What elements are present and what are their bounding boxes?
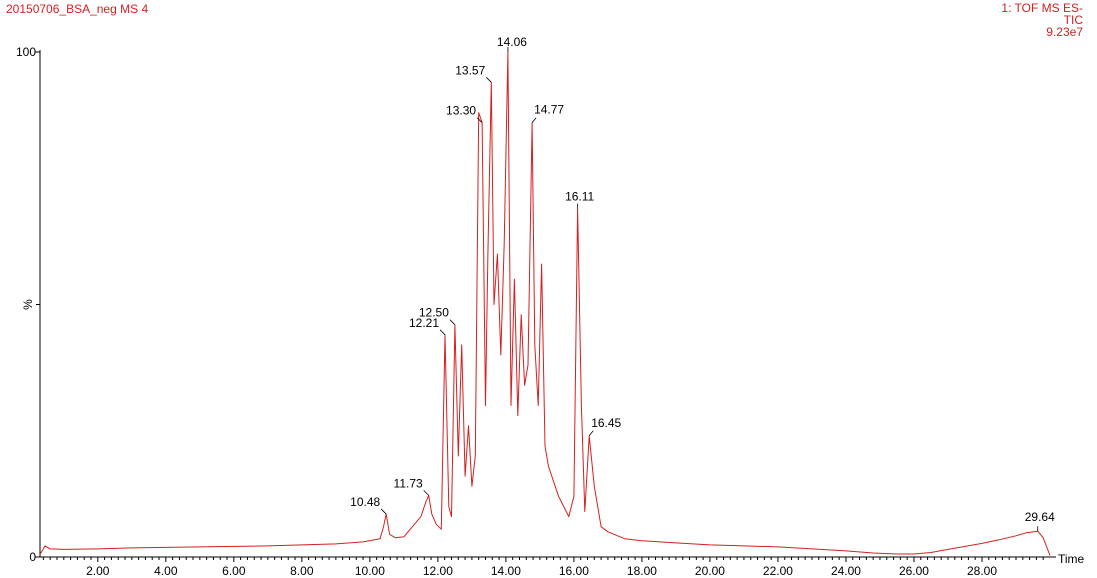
peak-leader-line xyxy=(439,329,446,336)
x-tick-label: 24.00 xyxy=(831,564,861,578)
intensity-scale: 9.23e7 xyxy=(1046,25,1083,39)
x-tick-label: 12.00 xyxy=(423,564,453,578)
x-tick-label: 26.00 xyxy=(899,564,929,578)
peak-label: 29.64 xyxy=(1025,510,1055,524)
y-tick-label: 0 xyxy=(29,550,36,564)
scan-function: 1: TOF MS ES- xyxy=(1001,1,1083,15)
x-tick-label: 18.00 xyxy=(627,564,657,578)
y-tick-label: 100 xyxy=(16,45,36,59)
x-tick-label: 10.00 xyxy=(355,564,385,578)
scan-type: TIC xyxy=(1063,13,1083,27)
x-tick-label: 2.00 xyxy=(86,564,110,578)
peak-leader-line xyxy=(531,117,537,123)
x-tick-label: 28.00 xyxy=(967,564,997,578)
x-tick-label: 8.00 xyxy=(290,564,314,578)
x-axis-label: Time xyxy=(1058,552,1085,566)
peak-leader-line xyxy=(449,319,456,325)
peak-label: 10.48 xyxy=(350,495,380,509)
peak-label: 11.73 xyxy=(394,476,423,490)
peak-leader-line xyxy=(485,77,492,83)
x-tick-label: 6.00 xyxy=(222,564,246,578)
peak-label: 14.06 xyxy=(497,35,527,49)
peak-label: 13.57 xyxy=(455,63,485,77)
axes-group: 2.00 4.00 6.00 8.00 10.00 12.00 14.00 16.00 18.0… xyxy=(16,45,1085,578)
peak-leader-line xyxy=(588,430,594,437)
x-tick-label: 22.00 xyxy=(763,564,793,578)
scan-info: 1: TOF MS ES- TIC 9.23e7 xyxy=(1001,2,1083,38)
peak-label: 14.77 xyxy=(534,103,564,117)
peak-label: 12.50 xyxy=(419,306,449,320)
y-axis-label: % xyxy=(21,299,35,310)
tic-trace-line xyxy=(39,51,1051,556)
peak-label: 16.11 xyxy=(565,190,594,204)
peak-label: 12.21 xyxy=(409,316,439,330)
peak-leader-line xyxy=(380,508,387,515)
peak-leader-line xyxy=(423,490,429,496)
x-tick-label: 4.00 xyxy=(154,564,178,578)
sample-title: 20150706_BSA_neg MS 4 xyxy=(6,2,149,16)
x-tick-label: 16.00 xyxy=(559,564,589,578)
x-tick-label: 20.00 xyxy=(695,564,725,578)
peak-label: 16.45 xyxy=(591,416,621,430)
peak-leader-line xyxy=(476,117,483,123)
x-tick-label: 14.00 xyxy=(491,564,521,578)
series-group xyxy=(39,51,1051,556)
peak-label: 13.30 xyxy=(446,104,476,118)
